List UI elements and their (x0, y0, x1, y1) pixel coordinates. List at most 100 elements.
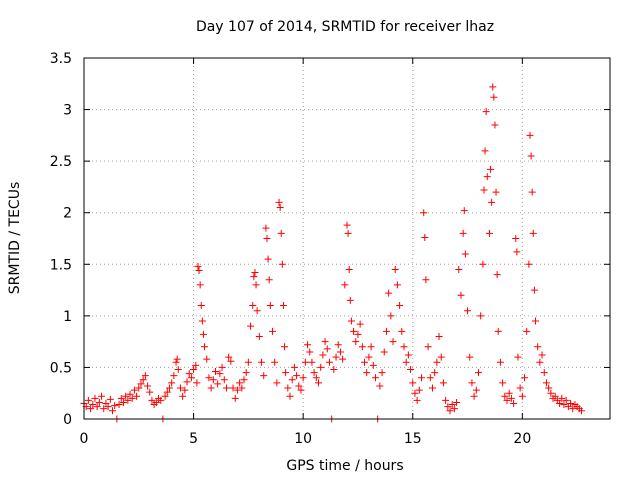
data-point (393, 281, 401, 289)
data-point (525, 260, 533, 268)
data-point (567, 400, 575, 408)
y-tick-label: 0.5 (50, 360, 72, 376)
data-point (173, 355, 181, 363)
data-point (378, 369, 386, 377)
data-point (266, 302, 274, 310)
data-point (144, 382, 152, 390)
data-point (489, 83, 497, 91)
data-point (236, 379, 244, 387)
data-point (398, 327, 406, 335)
data-point (98, 392, 106, 400)
data-point (542, 379, 550, 387)
data-point (227, 357, 235, 365)
data-point (481, 147, 489, 155)
data-point (363, 369, 371, 377)
data-point (233, 386, 241, 394)
data-point (358, 343, 366, 351)
data-point (540, 369, 548, 377)
data-point (461, 250, 469, 258)
data-point (176, 384, 184, 392)
data-point (547, 389, 555, 397)
data-point (312, 374, 320, 382)
data-point (95, 398, 103, 406)
data-point (325, 358, 333, 366)
data-point (249, 302, 257, 310)
data-point (493, 271, 501, 279)
data-point (492, 188, 500, 196)
y-tick-label: 0 (63, 412, 72, 428)
data-point (409, 379, 417, 387)
data-point (480, 186, 488, 194)
data-point (521, 374, 529, 382)
data-point (496, 358, 504, 366)
data-point (503, 396, 511, 404)
data-point (332, 353, 340, 361)
data-point (255, 332, 263, 340)
data-point (439, 379, 447, 387)
data-point (488, 198, 496, 206)
data-point (545, 384, 553, 392)
data-point (179, 392, 187, 400)
data-point (477, 312, 485, 320)
data-point (315, 379, 323, 387)
data-point (126, 390, 134, 398)
axis-ticks: 0 0.5 1 1.5 2 2.5 3 3.5 0 5 10 15 20 (50, 51, 610, 447)
data-point (479, 260, 487, 268)
data-point (225, 353, 233, 361)
data-point (231, 394, 239, 402)
data-point (442, 396, 450, 404)
data-point (91, 394, 99, 402)
data-point (501, 392, 509, 400)
y-tick-label: 2.5 (50, 154, 72, 170)
data-point (268, 327, 276, 335)
data-point (304, 341, 312, 349)
y-tick-label: 1 (63, 309, 72, 325)
data-point (282, 369, 290, 377)
data-point (273, 379, 281, 387)
data-point (152, 398, 160, 406)
data-point (278, 260, 286, 268)
data-point (526, 131, 534, 139)
data-point (457, 291, 465, 299)
data-point (214, 380, 222, 388)
data-point (551, 392, 559, 400)
data-point (513, 248, 521, 256)
data-point (187, 374, 195, 382)
data-point (453, 398, 461, 406)
data-point (446, 407, 454, 415)
data-point (165, 384, 173, 392)
data-point (413, 396, 421, 404)
data-point (518, 392, 526, 400)
data-point (128, 394, 136, 402)
data-point (220, 376, 228, 384)
data-point (499, 379, 507, 387)
data-point (371, 374, 379, 382)
data-point (460, 207, 468, 215)
data-point (293, 372, 301, 380)
data-point (485, 229, 493, 237)
data-point (569, 405, 577, 413)
data-point (284, 384, 292, 392)
data-point (534, 343, 542, 351)
x-tick-label: 20 (513, 431, 531, 447)
data-point (279, 302, 287, 310)
data-point (122, 392, 130, 400)
data-point (450, 405, 458, 413)
data-point (350, 327, 358, 335)
data-point (240, 376, 248, 384)
data-point (139, 376, 147, 384)
data-point (343, 221, 351, 229)
data-point (115, 401, 123, 409)
data-point (523, 327, 531, 335)
data-point (538, 351, 546, 359)
data-point (507, 394, 515, 402)
data-point (528, 188, 536, 196)
data-point (244, 358, 252, 366)
data-point (117, 394, 125, 402)
data-point (89, 401, 97, 409)
data-point (196, 281, 204, 289)
data-point (531, 317, 539, 325)
data-point (247, 322, 255, 330)
data-point (252, 281, 260, 289)
data-point (527, 152, 535, 160)
